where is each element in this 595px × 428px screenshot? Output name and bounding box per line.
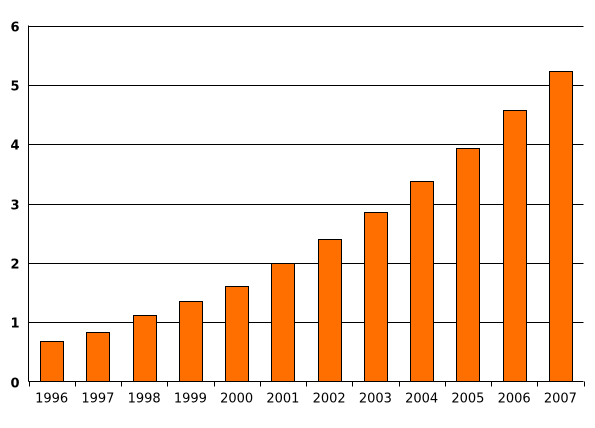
x-tick-label-2004: 2004	[405, 392, 438, 407]
axes	[28, 25, 585, 387]
x-tick-label-2002: 2002	[313, 392, 346, 407]
tick-labels: 0 1 2 3 4 5 6 1996 1997 1998 1999 2000 2001 2002 2003 2…	[10, 21, 576, 407]
y-tick-label-0: 0	[10, 377, 19, 392]
x-tick-label-1998: 1998	[128, 392, 161, 407]
y-tick-label-1: 1	[10, 317, 19, 332]
x-tick-label-2007: 2007	[544, 392, 577, 407]
bar-1997	[86, 332, 110, 382]
bar-2004	[410, 181, 434, 382]
bar-2003	[364, 212, 388, 382]
x-tick-label-1997: 1997	[81, 392, 114, 407]
x-tick-label-2006: 2006	[498, 392, 531, 407]
x-tick-label-2000: 2000	[220, 392, 253, 407]
bar-2002	[318, 239, 342, 382]
bar-1996	[40, 341, 64, 382]
x-tick-label-2005: 2005	[451, 392, 484, 407]
x-tick-label-2003: 2003	[359, 392, 392, 407]
bar-2005	[456, 148, 480, 382]
x-tick-label-2001: 2001	[266, 392, 299, 407]
gridlines	[28, 26, 584, 323]
x-tick-label-1996: 1996	[35, 392, 68, 407]
bar-2007	[549, 71, 573, 382]
bar-2006	[503, 110, 527, 382]
bar-1999	[179, 301, 203, 382]
y-tick-label-3: 3	[10, 199, 19, 214]
bar-2000	[225, 286, 249, 382]
bar-2001	[271, 263, 295, 382]
y-tick-label-4: 4	[10, 139, 19, 154]
bars	[40, 71, 573, 382]
x-tick-label-1999: 1999	[174, 392, 207, 407]
y-tick-label-6: 6	[10, 21, 19, 36]
bar-1998	[133, 315, 157, 382]
y-tick-label-5: 5	[10, 80, 19, 95]
y-tick-label-2: 2	[10, 258, 19, 273]
